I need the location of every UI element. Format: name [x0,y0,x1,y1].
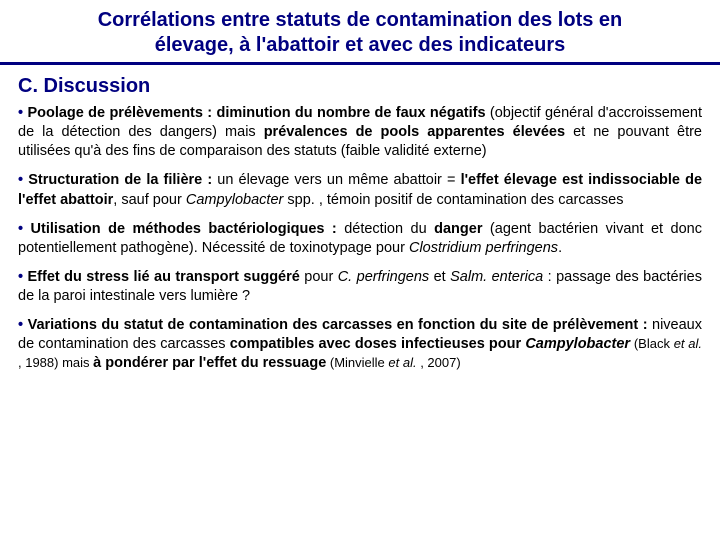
plain-text: un élevage vers un même abattoir = [212,172,460,188]
plain-text: détection du [337,221,434,237]
bullet-methodes: • Utilisation de méthodes bactériologiqu… [18,220,702,258]
bullet-poolage: • Poolage de prélèvements : diminution d… [18,104,702,161]
italic-text: C. perfringens [338,269,429,285]
lead-text: Utilisation de méthodes bactériologiques… [31,221,337,237]
plain-text: . [558,240,562,256]
bullet-stress: • Effet du stress lié au transport suggé… [18,268,702,306]
slide-title: Corrélations entre statuts de contaminat… [20,8,700,58]
bullet-mark-icon: • [18,317,28,333]
content-area: • Poolage de prélèvements : diminution d… [0,104,720,394]
title-line2: élevage, à l'abattoir et avec des indica… [155,34,566,56]
plain-text: (Minvielle [326,355,388,370]
bold-italic-text: Campylobacter [525,336,630,352]
slide-container: Corrélations entre statuts de contaminat… [0,0,720,540]
bullet-structuration: • Structuration de la filière : un éleva… [18,171,702,209]
bold-text: danger [434,221,482,237]
plain-text: , 2007) [417,355,461,370]
plain-text: pour [300,269,338,285]
bold-text: diminution du nombre de faux négatifs [212,105,485,121]
plain-text: et [429,269,450,285]
plain-text: (Black [630,336,674,351]
italic-text: et al. [388,355,416,370]
section-heading: C. Discussion [0,65,720,104]
italic-text: et al. [674,336,702,351]
title-line1: Corrélations entre statuts de contaminat… [98,9,623,31]
bold-text: à pondérer par l'effet du ressuage [93,355,326,371]
lead-text: Effet du stress lié au transport suggéré [28,269,300,285]
lead-text: Variations du statut de contamination de… [28,317,648,333]
bullet-mark-icon: • [18,269,28,285]
bullet-variations: • Variations du statut de contamination … [18,316,702,373]
italic-text: Clostridium perfringens [409,240,558,256]
italic-text: Campylobacter [186,192,284,208]
bold-text: compatibles avec doses infectieuses pour [230,336,526,352]
italic-text: Salm. enterica [450,269,543,285]
title-bar: Corrélations entre statuts de contaminat… [0,0,720,65]
bullet-mark-icon: • [18,172,28,188]
plain-text: , 1988) mais [18,355,93,370]
bold-text: prévalences de pools apparentes élevées [264,124,565,140]
lead-text: Poolage de prélèvements : [27,105,212,121]
plain-text: spp. , témoin positif de contamination d… [283,192,623,208]
bullet-mark-icon: • [18,221,31,237]
plain-text: , sauf pour [113,192,186,208]
lead-text: Structuration de la filière : [28,172,212,188]
